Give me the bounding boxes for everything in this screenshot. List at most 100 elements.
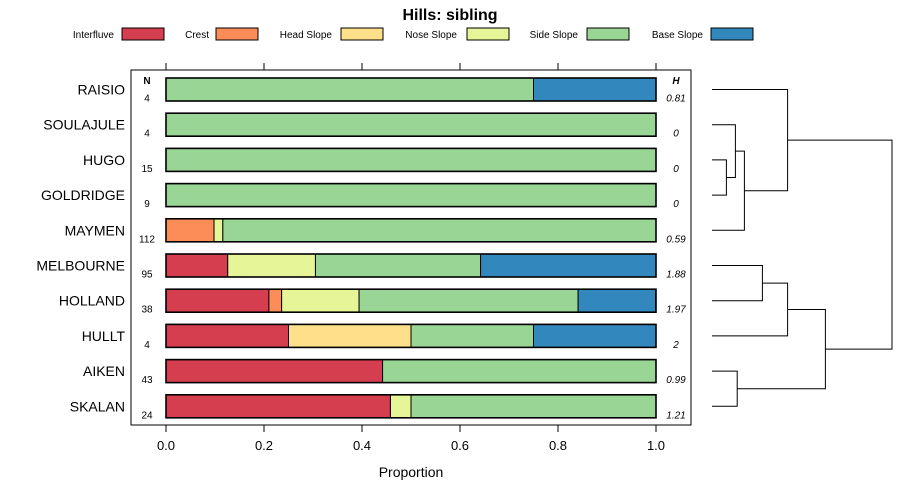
category-label-goldridge: GOLDRIDGE <box>41 187 125 203</box>
bar-segment-holland-interfluve <box>165 288 270 313</box>
n-value-goldridge: 9 <box>144 199 150 210</box>
x-tick-label: 0.4 <box>353 438 371 453</box>
bar-outline-soulajule <box>165 112 657 137</box>
h-value-maymen: 0.59 <box>666 234 686 245</box>
dendrogram-link <box>712 159 727 196</box>
dendrogram <box>712 89 893 407</box>
category-label-hugo: HUGO <box>83 152 125 168</box>
bar-segment-raisio-base-slope <box>533 77 657 102</box>
bar-segment-holland-side-slope <box>358 288 579 313</box>
chart-title: Hills: sibling <box>402 7 497 24</box>
bar-outline-raisio <box>165 77 657 102</box>
dendrogram-link <box>712 89 789 192</box>
bar-segment-skalan-nose-slope <box>389 394 412 419</box>
bar-outline-hullt <box>165 323 657 349</box>
legend-label-head-slope: Head Slope <box>280 30 333 41</box>
legend-swatch-base-slope <box>710 27 754 41</box>
category-label-maymen: MAYMEN <box>65 222 125 238</box>
category-label-melbourne: MELBOURNE <box>36 258 125 274</box>
bar-segment-maymen-side-slope <box>222 218 657 243</box>
bar-outline-hugo <box>165 147 657 173</box>
bar-outline-aiken <box>165 358 657 384</box>
bar-outline-goldridge <box>165 182 657 208</box>
bar-segment-hullt-interfluve <box>165 323 289 348</box>
bar-outline-holland <box>165 288 657 314</box>
category-label-skalan: SKALAN <box>70 398 125 414</box>
bar-segment-melbourne-base-slope <box>480 253 657 278</box>
bar-segment-melbourne-nose-slope <box>227 253 316 278</box>
bar-segment-goldridge-side-slope <box>165 183 657 208</box>
legend-swatch-side-slope <box>586 27 630 41</box>
x-tick-label: 0.0 <box>157 438 175 453</box>
n-value-holland: 38 <box>141 305 153 316</box>
bar-segment-aiken-interfluve <box>165 359 384 384</box>
legend-label-side-slope: Side Slope <box>530 30 579 41</box>
n-value-hullt: 4 <box>144 340 150 351</box>
x-axis-label: Proportion <box>379 464 444 480</box>
dendrogram-link <box>712 370 738 407</box>
category-label-raisio: RAISIO <box>78 82 126 98</box>
category-labels: RAISIO 4 0.81 SOULAJULE 4 0 HUGO 15 0 GOLDRIDGE 9 0… <box>36 82 686 422</box>
h-column-header: H <box>672 76 680 87</box>
dendrogram-link <box>712 265 763 302</box>
x-tick-label: 1.0 <box>647 438 665 453</box>
n-value-soulajule: 4 <box>144 129 150 140</box>
dendrogram-link <box>787 139 893 350</box>
bar-segment-maymen-crest <box>165 218 215 243</box>
h-value-hullt: 2 <box>672 340 679 351</box>
bar-segment-hullt-side-slope <box>410 323 534 348</box>
bars-group <box>165 77 657 419</box>
h-value-melbourne: 1.88 <box>666 270 686 281</box>
bar-segment-melbourne-interfluve <box>165 253 229 278</box>
h-value-holland: 1.97 <box>666 305 686 316</box>
n-value-raisio: 4 <box>144 94 150 105</box>
legend-swatch-nose-slope <box>466 27 510 41</box>
bar-segment-skalan-side-slope <box>410 394 657 419</box>
legend-label-nose-slope: Nose Slope <box>405 30 457 41</box>
plot-frame <box>130 69 692 426</box>
bar-outline-maymen <box>165 218 657 243</box>
legend-swatch-crest <box>215 27 259 41</box>
bar-outline-skalan <box>165 393 657 419</box>
n-value-hugo: 15 <box>141 164 153 175</box>
bar-segment-aiken-side-slope <box>382 359 657 384</box>
n-value-melbourne: 95 <box>141 270 153 281</box>
dendrogram-link <box>712 282 789 337</box>
x-axis: 0.0 0.2 0.4 0.6 0.8 1.0 <box>157 63 665 453</box>
dendrogram-link <box>737 309 826 390</box>
bar-segment-holland-base-slope <box>577 288 657 313</box>
dendrogram-link <box>712 150 745 231</box>
h-value-raisio: 0.81 <box>666 94 685 105</box>
n-value-maymen: 112 <box>139 234 155 245</box>
bar-segment-holland-crest <box>268 288 283 313</box>
legend-label-interfluve: Interfluve <box>73 30 115 41</box>
h-value-goldridge: 0 <box>673 199 679 210</box>
bar-segment-skalan-interfluve <box>165 394 391 419</box>
bar-segment-hullt-base-slope <box>533 323 657 348</box>
bar-segment-hugo-side-slope <box>165 147 657 172</box>
dendrogram-link <box>712 124 736 178</box>
bar-segment-melbourne-side-slope <box>314 253 482 278</box>
h-value-soulajule: 0 <box>673 129 679 140</box>
legend-label-crest: Crest <box>185 30 209 41</box>
category-label-aiken: AIKEN <box>83 363 125 379</box>
n-value-aiken: 43 <box>141 375 153 386</box>
category-label-holland: HOLLAND <box>59 293 125 309</box>
bar-segment-raisio-side-slope <box>165 77 534 102</box>
x-tick-label: 0.2 <box>255 438 273 453</box>
h-value-aiken: 0.99 <box>666 375 686 386</box>
n-column-header: N <box>143 76 150 87</box>
h-value-skalan: 1.21 <box>666 410 685 421</box>
n-value-skalan: 24 <box>141 410 153 421</box>
legend-label-base-slope: Base Slope <box>652 30 704 41</box>
bar-segment-soulajule-side-slope <box>165 112 657 137</box>
x-tick-label: 0.6 <box>451 438 469 453</box>
legend-swatch-interfluve <box>121 27 165 41</box>
bar-outline-melbourne <box>165 253 657 278</box>
legend-swatch-head-slope <box>340 27 384 41</box>
bar-segment-hullt-head-slope <box>288 323 412 348</box>
category-label-soulajule: SOULAJULE <box>43 117 125 133</box>
x-tick-label: 0.8 <box>549 438 567 453</box>
category-label-hullt: HULLT <box>82 328 126 344</box>
